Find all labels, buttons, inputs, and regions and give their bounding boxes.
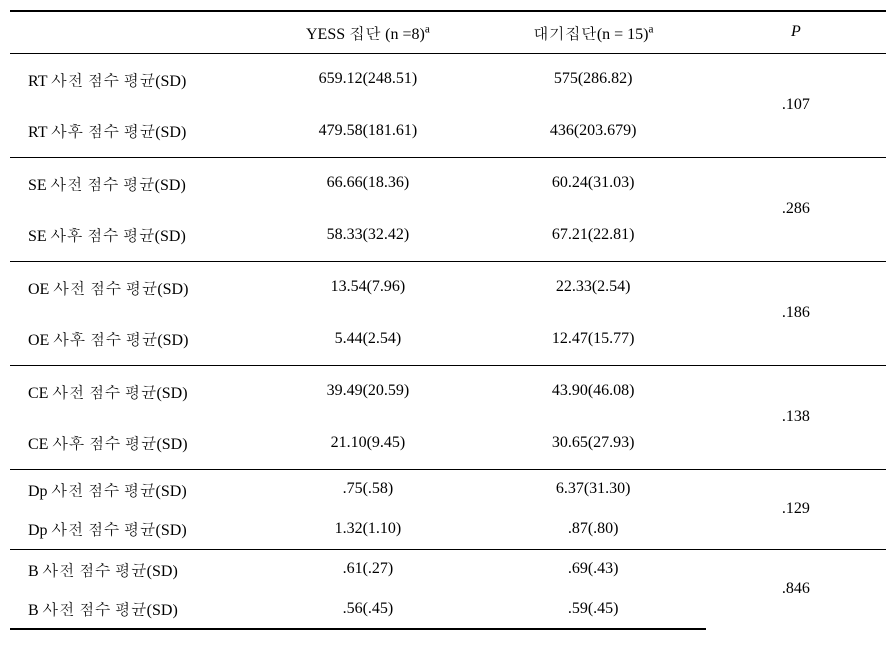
row-p-value: .286	[706, 157, 886, 261]
row-wait-value: 22.33(2.54)	[481, 261, 706, 313]
row-yess-value: 1.32(1.10)	[255, 509, 480, 549]
row-p-value: .186	[706, 261, 886, 365]
row-label: RT 사후 점수 평균(SD)	[10, 105, 255, 157]
row-label: Dp 사전 점수 평균(SD)	[10, 469, 255, 509]
row-label: OE 사후 점수 평균(SD)	[10, 313, 255, 365]
row-label: B 사전 점수 평균(SD)	[10, 549, 255, 589]
row-yess-value: .61(.27)	[255, 549, 480, 589]
row-wait-value: 43.90(46.08)	[481, 365, 706, 417]
table-row: Dp 사전 점수 평균(SD).75(.58)6.37(31.30).129	[10, 469, 886, 509]
row-p-value: .107	[706, 53, 886, 157]
table-header-row: YESS 집단 (n =8)a 대기집단(n = 15)a P	[10, 11, 886, 53]
row-yess-value: 13.54(7.96)	[255, 261, 480, 313]
row-label: RT 사전 점수 평균(SD)	[10, 53, 255, 105]
row-p-value: .138	[706, 365, 886, 469]
row-p-value: .846	[706, 549, 886, 629]
header-p: P	[706, 11, 886, 53]
header-wait: 대기집단(n = 15)a	[481, 11, 706, 53]
row-wait-value: .59(.45)	[481, 589, 706, 629]
header-yess-sup: a	[425, 23, 430, 35]
row-wait-value: 67.21(22.81)	[481, 209, 706, 261]
header-wait-text: 대기집단(n = 15)	[533, 26, 649, 43]
row-label: SE 사후 점수 평균(SD)	[10, 209, 255, 261]
header-yess-text: YESS 집단 (n =8)	[306, 26, 425, 43]
row-label: B 사전 점수 평균(SD)	[10, 589, 255, 629]
header-blank	[10, 11, 255, 53]
row-yess-value: 58.33(32.42)	[255, 209, 480, 261]
table-row: RT 사전 점수 평균(SD)659.12(248.51)575(286.82)…	[10, 53, 886, 105]
row-yess-value: .56(.45)	[255, 589, 480, 629]
row-yess-value: 39.49(20.59)	[255, 365, 480, 417]
row-p-value: .129	[706, 469, 886, 549]
row-wait-value: 12.47(15.77)	[481, 313, 706, 365]
row-label: OE 사전 점수 평균(SD)	[10, 261, 255, 313]
row-yess-value: 21.10(9.45)	[255, 417, 480, 469]
row-wait-value: 575(286.82)	[481, 53, 706, 105]
row-yess-value: 659.12(248.51)	[255, 53, 480, 105]
row-label: CE 사후 점수 평균(SD)	[10, 417, 255, 469]
table-row: B 사전 점수 평균(SD).61(.27).69(.43).846	[10, 549, 886, 589]
table-row: CE 사전 점수 평균(SD)39.49(20.59)43.90(46.08).…	[10, 365, 886, 417]
row-yess-value: 5.44(2.54)	[255, 313, 480, 365]
table-row: OE 사전 점수 평균(SD)13.54(7.96)22.33(2.54).18…	[10, 261, 886, 313]
header-wait-sup: a	[649, 23, 654, 35]
table-body: RT 사전 점수 평균(SD)659.12(248.51)575(286.82)…	[10, 53, 886, 629]
row-label: CE 사전 점수 평균(SD)	[10, 365, 255, 417]
row-label: SE 사전 점수 평균(SD)	[10, 157, 255, 209]
row-wait-value: 30.65(27.93)	[481, 417, 706, 469]
row-wait-value: 6.37(31.30)	[481, 469, 706, 509]
row-wait-value: .87(.80)	[481, 509, 706, 549]
row-label: Dp 사전 점수 평균(SD)	[10, 509, 255, 549]
header-yess: YESS 집단 (n =8)a	[255, 11, 480, 53]
row-wait-value: 436(203.679)	[481, 105, 706, 157]
row-wait-value: 60.24(31.03)	[481, 157, 706, 209]
row-yess-value: .75(.58)	[255, 469, 480, 509]
stats-table: YESS 집단 (n =8)a 대기집단(n = 15)a P RT 사전 점수…	[10, 10, 886, 630]
row-wait-value: .69(.43)	[481, 549, 706, 589]
table-row: SE 사전 점수 평균(SD)66.66(18.36)60.24(31.03).…	[10, 157, 886, 209]
row-yess-value: 479.58(181.61)	[255, 105, 480, 157]
row-yess-value: 66.66(18.36)	[255, 157, 480, 209]
